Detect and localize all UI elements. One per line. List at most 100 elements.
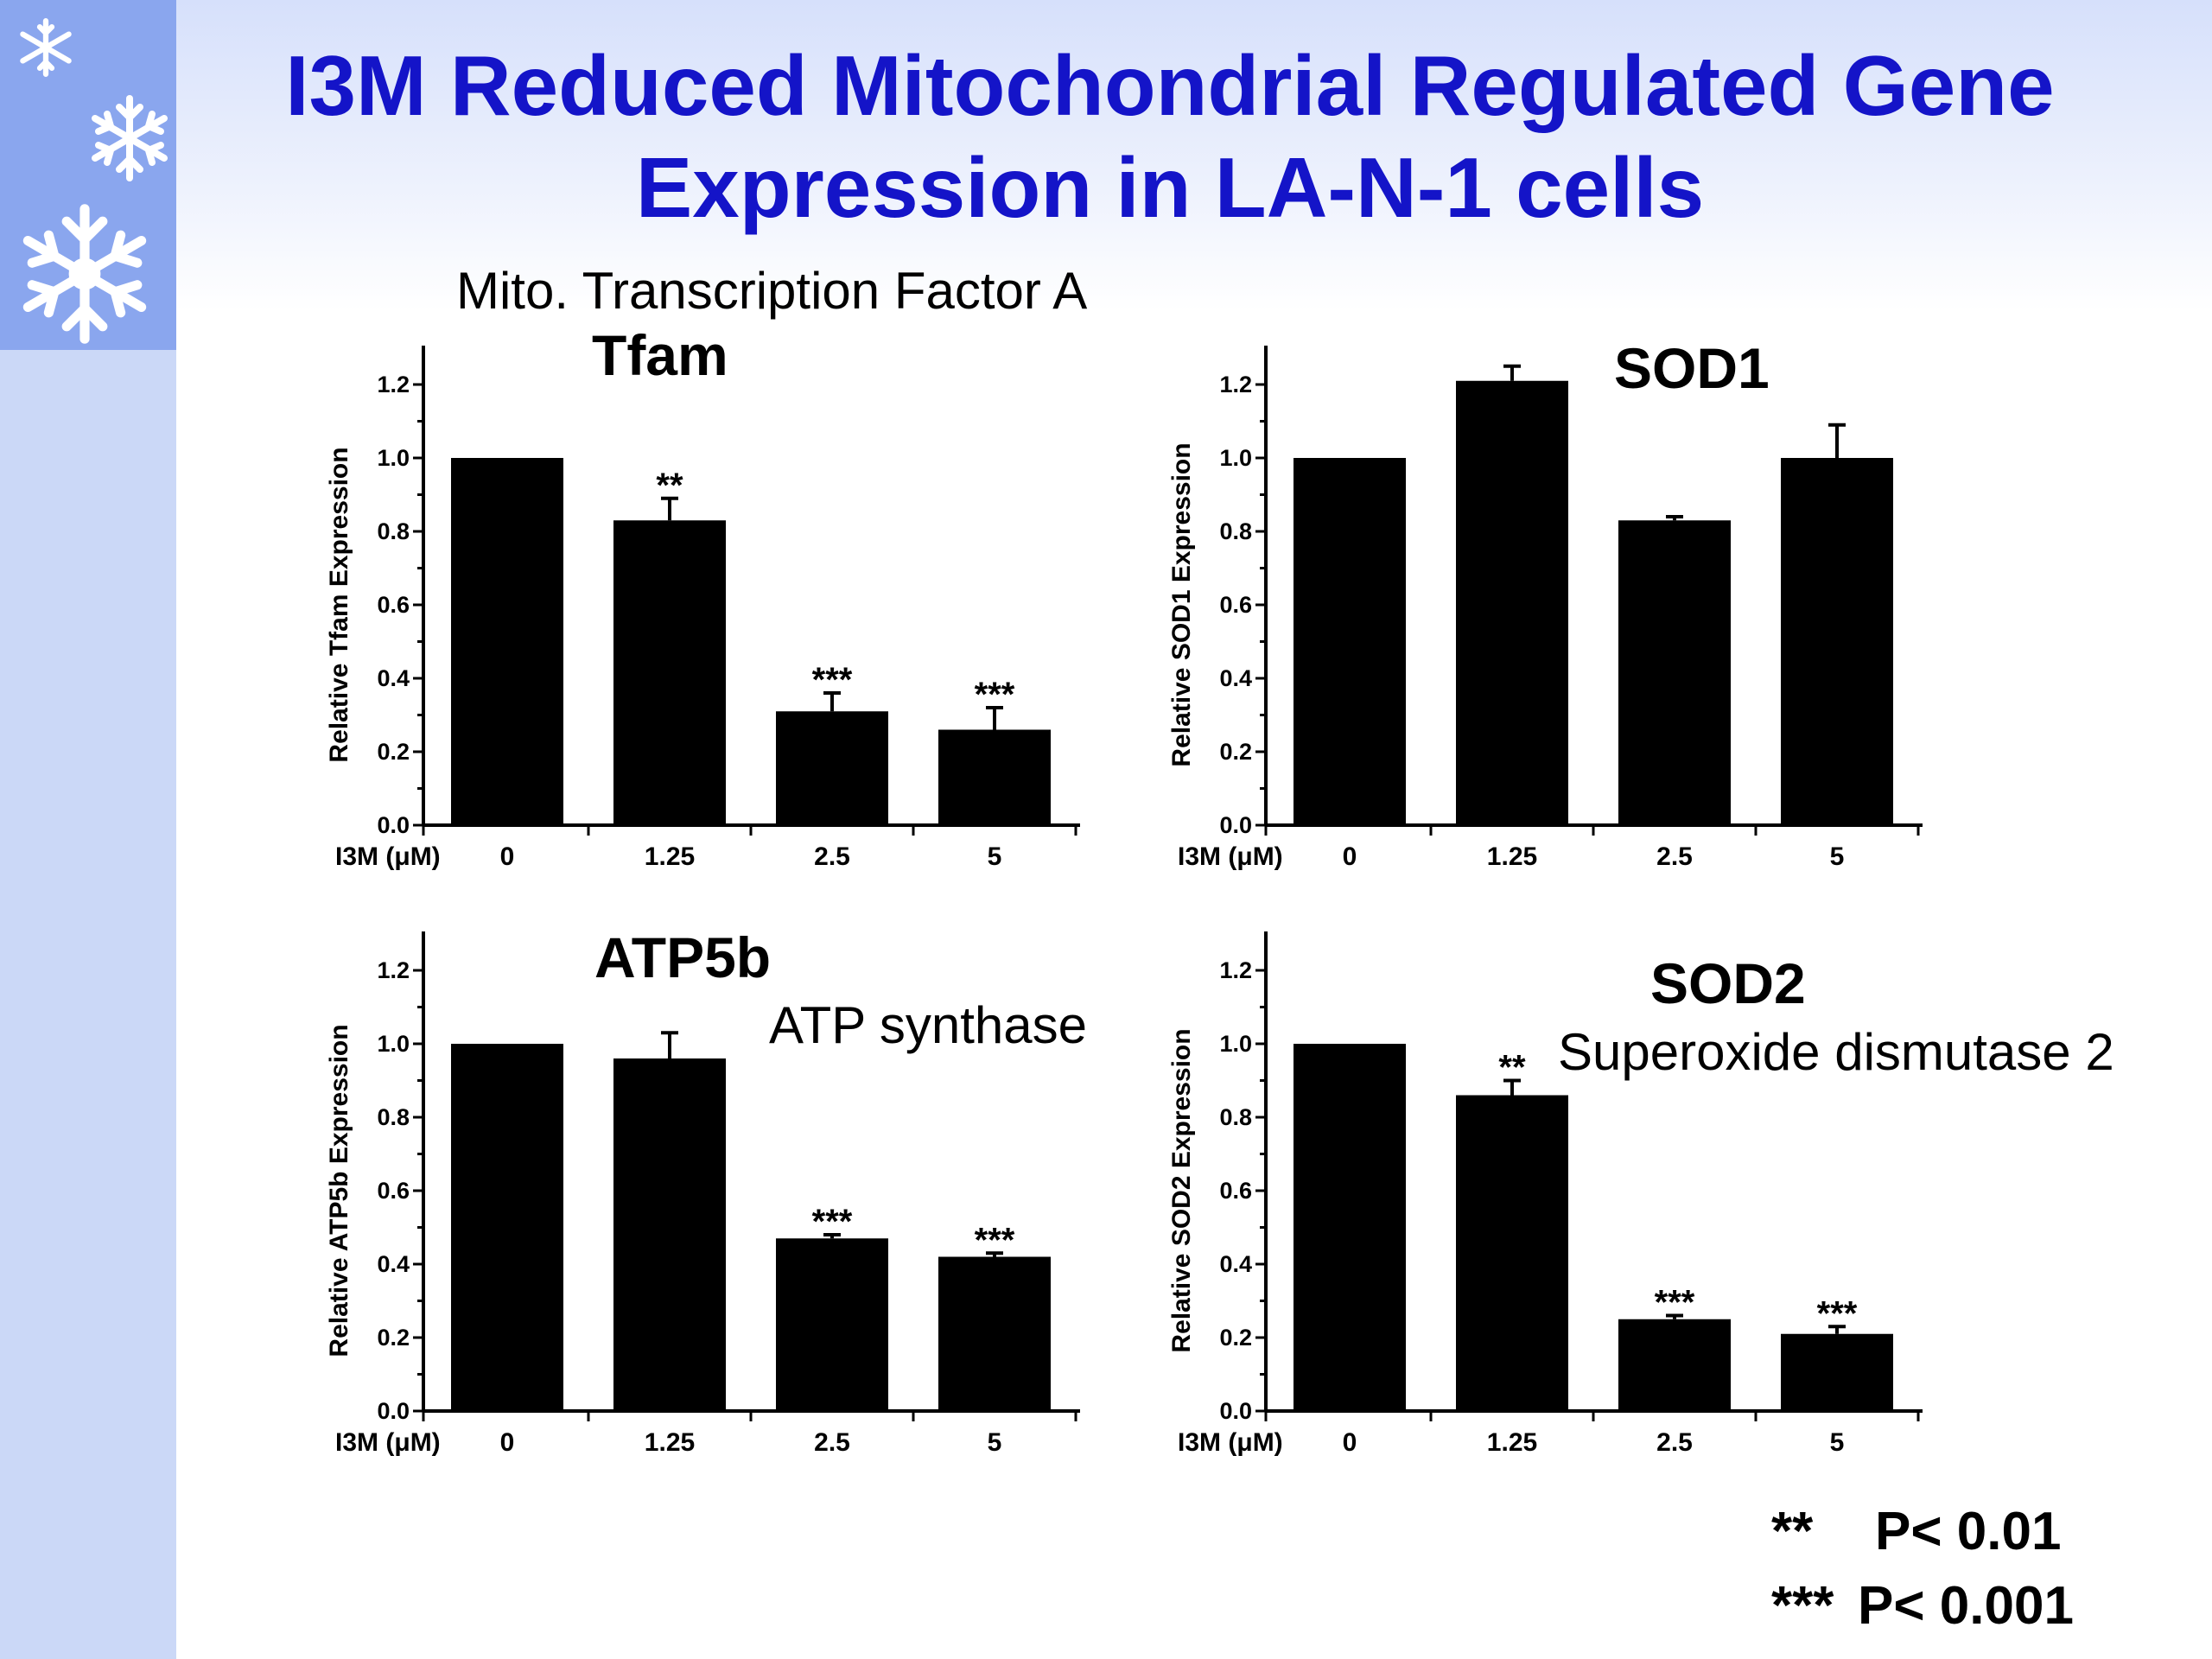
y-tick-label: 0.6 [377, 1178, 410, 1204]
title-line-2: Expression in LA-N-1 cells [635, 140, 1705, 235]
y-axis-label: Relative SOD2 Expression [1167, 1028, 1196, 1352]
legend-item: *** P< 0.001 [1771, 1569, 2074, 1643]
bar [1618, 1319, 1731, 1411]
chart-panel-sod2: 0.0 0.2 0.4 0.6 0.8 1.0 1.2 Relative SOD2 Expre… [1162, 923, 1940, 1476]
chart-tfam: 0.0 0.2 0.4 0.6 0.8 1.0 1.2 Relative Tfam Expre… [325, 346, 1080, 871]
atp5b-title: ATP5b [594, 925, 772, 989]
x-tick-label: 2.5 [1656, 842, 1693, 871]
x-axis-label: I3M (μM) [1178, 842, 1283, 871]
y-tick-label: 1.0 [377, 445, 410, 471]
y-tick-label: 0.8 [377, 518, 410, 544]
chart-panel-atp5b: 0.0 0.2 0.4 0.6 0.8 1.0 1.2 Relative ATP5b Expr… [320, 923, 1097, 1476]
chart-sod2: 0.0 0.2 0.4 0.6 0.8 1.0 1.2 Relative SOD2 Expre… [1167, 931, 1923, 1457]
legend-item: ** P< 0.01 [1771, 1495, 2074, 1569]
chart-atp5b: 0.0 0.2 0.4 0.6 0.8 1.0 1.2 Relative ATP5b Expr… [325, 931, 1080, 1457]
snowflake-icon [92, 95, 168, 181]
x-tick-label: 2.5 [1656, 1428, 1693, 1457]
sod2-subtitle: Superoxide dismutase 2 [1558, 1023, 2114, 1081]
y-tick-label: 0.4 [377, 665, 410, 691]
x-tick-label: 2.5 [814, 1428, 850, 1457]
bar [613, 520, 726, 825]
x-tick-label: 0 [500, 842, 515, 871]
y-tick-label: 1.2 [377, 957, 410, 983]
bar [938, 729, 1051, 825]
y-tick-label: 0.0 [377, 812, 410, 838]
sidebar [0, 0, 176, 1659]
slide-title: I3M Reduced Mitochondrial Regulated Gene… [176, 35, 2164, 238]
y-tick-label: 1.0 [1219, 445, 1252, 471]
bar [1781, 458, 1893, 825]
y-tick-label: 0.2 [1219, 739, 1252, 765]
bar [1456, 1095, 1568, 1411]
atp5b-subtitle: ATP synthase [769, 996, 1087, 1054]
bar [1618, 520, 1731, 825]
y-tick-label: 0.6 [377, 592, 410, 618]
legend-symbol: *** [1771, 1576, 1834, 1636]
y-tick-label: 0.4 [1219, 1251, 1252, 1277]
bar [776, 1238, 888, 1411]
y-tick-label: 0.2 [377, 1325, 410, 1351]
significance-label: *** [812, 661, 853, 699]
sod2-title: SOD2 [1650, 951, 1806, 1015]
y-tick-label: 1.0 [377, 1031, 410, 1057]
bar [1781, 1333, 1893, 1411]
x-axis-label: I3M (μM) [1178, 1428, 1283, 1457]
legend-symbol: ** [1771, 1502, 1814, 1561]
x-tick-label: 0 [500, 1428, 515, 1457]
x-tick-label: 5 [988, 842, 1002, 871]
x-tick-label: 5 [1830, 842, 1845, 871]
y-tick-label: 0.2 [377, 739, 410, 765]
significance-label: *** [1817, 1294, 1858, 1332]
y-tick-label: 0.2 [1219, 1325, 1252, 1351]
bar [613, 1058, 726, 1411]
snowflake-icon [20, 18, 72, 77]
bar [1456, 380, 1568, 825]
bar [938, 1256, 1051, 1411]
y-tick-label: 0.8 [1219, 1104, 1252, 1130]
legend-text: P< 0.01 [1875, 1502, 2062, 1561]
y-tick-label: 0.0 [1219, 812, 1252, 838]
significance-label: *** [975, 676, 1015, 714]
x-tick-label: 0 [1343, 1428, 1357, 1457]
bar [451, 1044, 563, 1411]
y-tick-label: 0.0 [1219, 1398, 1252, 1424]
significance-label: *** [975, 1221, 1015, 1259]
x-tick-label: 1.25 [645, 842, 695, 871]
y-tick-label: 0.0 [377, 1398, 410, 1424]
x-axis-label: I3M (μM) [335, 1428, 441, 1457]
bar [1294, 458, 1406, 825]
y-tick-label: 1.2 [377, 372, 410, 397]
significance-label: ** [1498, 1049, 1526, 1087]
snowflake-icon [22, 204, 147, 344]
tfam-subtitle: Mito. Transcription Factor A [456, 262, 1088, 320]
y-tick-label: 0.8 [1219, 518, 1252, 544]
x-tick-label: 1.25 [1487, 1428, 1537, 1457]
x-tick-label: 5 [1830, 1428, 1845, 1457]
significance-legend: ** P< 0.01 *** P< 0.001 [1771, 1495, 2074, 1643]
x-tick-label: 1.25 [645, 1428, 695, 1457]
significance-label: ** [656, 467, 683, 505]
y-axis-label: Relative SOD1 Expression [1167, 442, 1196, 766]
x-axis-label: I3M (μM) [335, 842, 441, 871]
y-tick-label: 1.2 [1219, 957, 1252, 983]
significance-label: *** [812, 1203, 853, 1241]
chart-panel-tfam: 0.0 0.2 0.4 0.6 0.8 1.0 1.2 Relative Tfam Expre… [320, 337, 1097, 890]
significance-label: *** [1655, 1284, 1695, 1322]
y-tick-label: 0.4 [377, 1251, 410, 1277]
y-axis-label: Relative ATP5b Expression [325, 1024, 353, 1357]
legend-text: P< 0.001 [1858, 1576, 2074, 1636]
y-tick-label: 0.6 [1219, 1178, 1252, 1204]
x-tick-label: 0 [1343, 842, 1357, 871]
y-tick-label: 0.8 [377, 1104, 410, 1130]
y-axis-label: Relative Tfam Expression [325, 447, 353, 762]
x-tick-label: 1.25 [1487, 842, 1537, 871]
y-tick-label: 0.4 [1219, 665, 1252, 691]
sod1-title: SOD1 [1614, 336, 1770, 400]
y-tick-label: 1.0 [1219, 1031, 1252, 1057]
tfam-title: Tfam [592, 323, 728, 387]
title-line-1: I3M Reduced Mitochondrial Regulated Gene [285, 38, 2055, 133]
bar [451, 458, 563, 825]
bar [1294, 1044, 1406, 1411]
x-tick-label: 5 [988, 1428, 1002, 1457]
x-tick-label: 2.5 [814, 842, 850, 871]
